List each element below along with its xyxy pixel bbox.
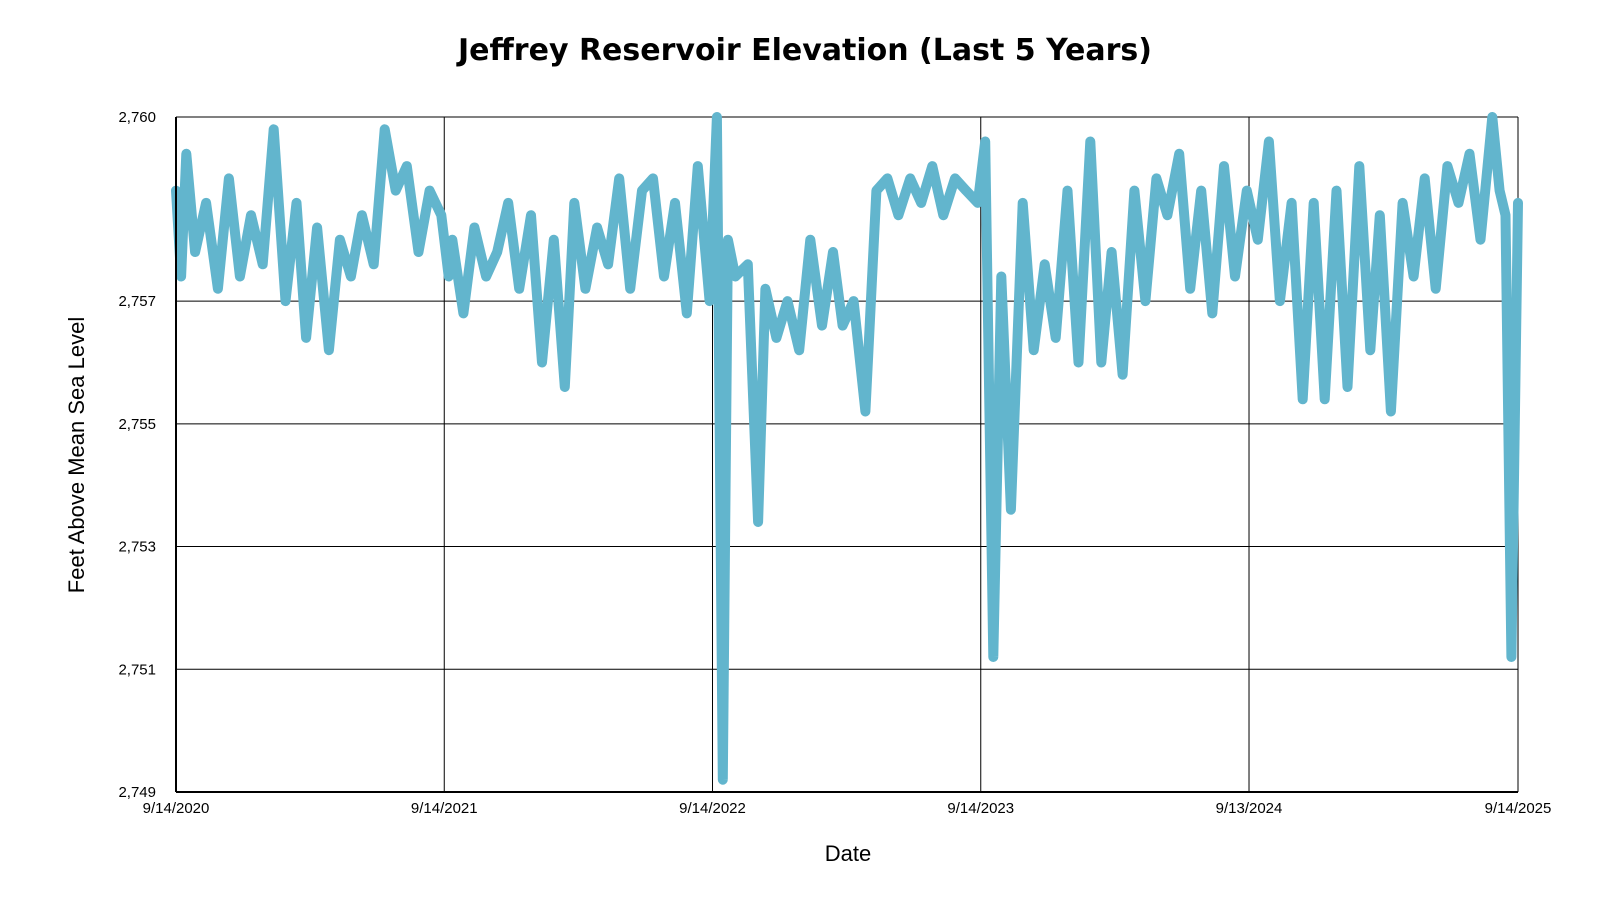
x-tick-label: 9/14/2023 xyxy=(947,800,1014,817)
x-tick-label: 9/14/2025 xyxy=(1485,800,1552,817)
x-tick-label: 9/13/2024 xyxy=(1216,800,1283,817)
chart-title: Jeffrey Reservoir Elevation (Last 5 Year… xyxy=(456,33,1152,68)
y-tick-label: 2,751 xyxy=(118,661,156,678)
y-tick-label: 2,757 xyxy=(118,293,156,310)
y-axis-title: Feet Above Mean Sea Level xyxy=(64,317,89,593)
x-axis-title: Date xyxy=(825,841,871,866)
axes xyxy=(175,117,1518,793)
x-tick-label: 9/14/2020 xyxy=(143,800,210,817)
y-tick-label: 2,749 xyxy=(118,784,156,801)
y-tick-label: 2,760 xyxy=(118,109,156,126)
y-tick-label: 2,755 xyxy=(118,416,156,433)
tick-labels: 2,749 2,751 2,753 2,755 2,757 2,760 9/14/2020 9… xyxy=(118,109,1551,817)
elevation-series-line xyxy=(171,112,1523,785)
x-tick-label: 9/14/2022 xyxy=(679,800,746,817)
series-area xyxy=(171,112,1523,785)
y-tick-label: 2,753 xyxy=(118,539,156,556)
x-tick-label: 9/14/2021 xyxy=(411,800,478,817)
